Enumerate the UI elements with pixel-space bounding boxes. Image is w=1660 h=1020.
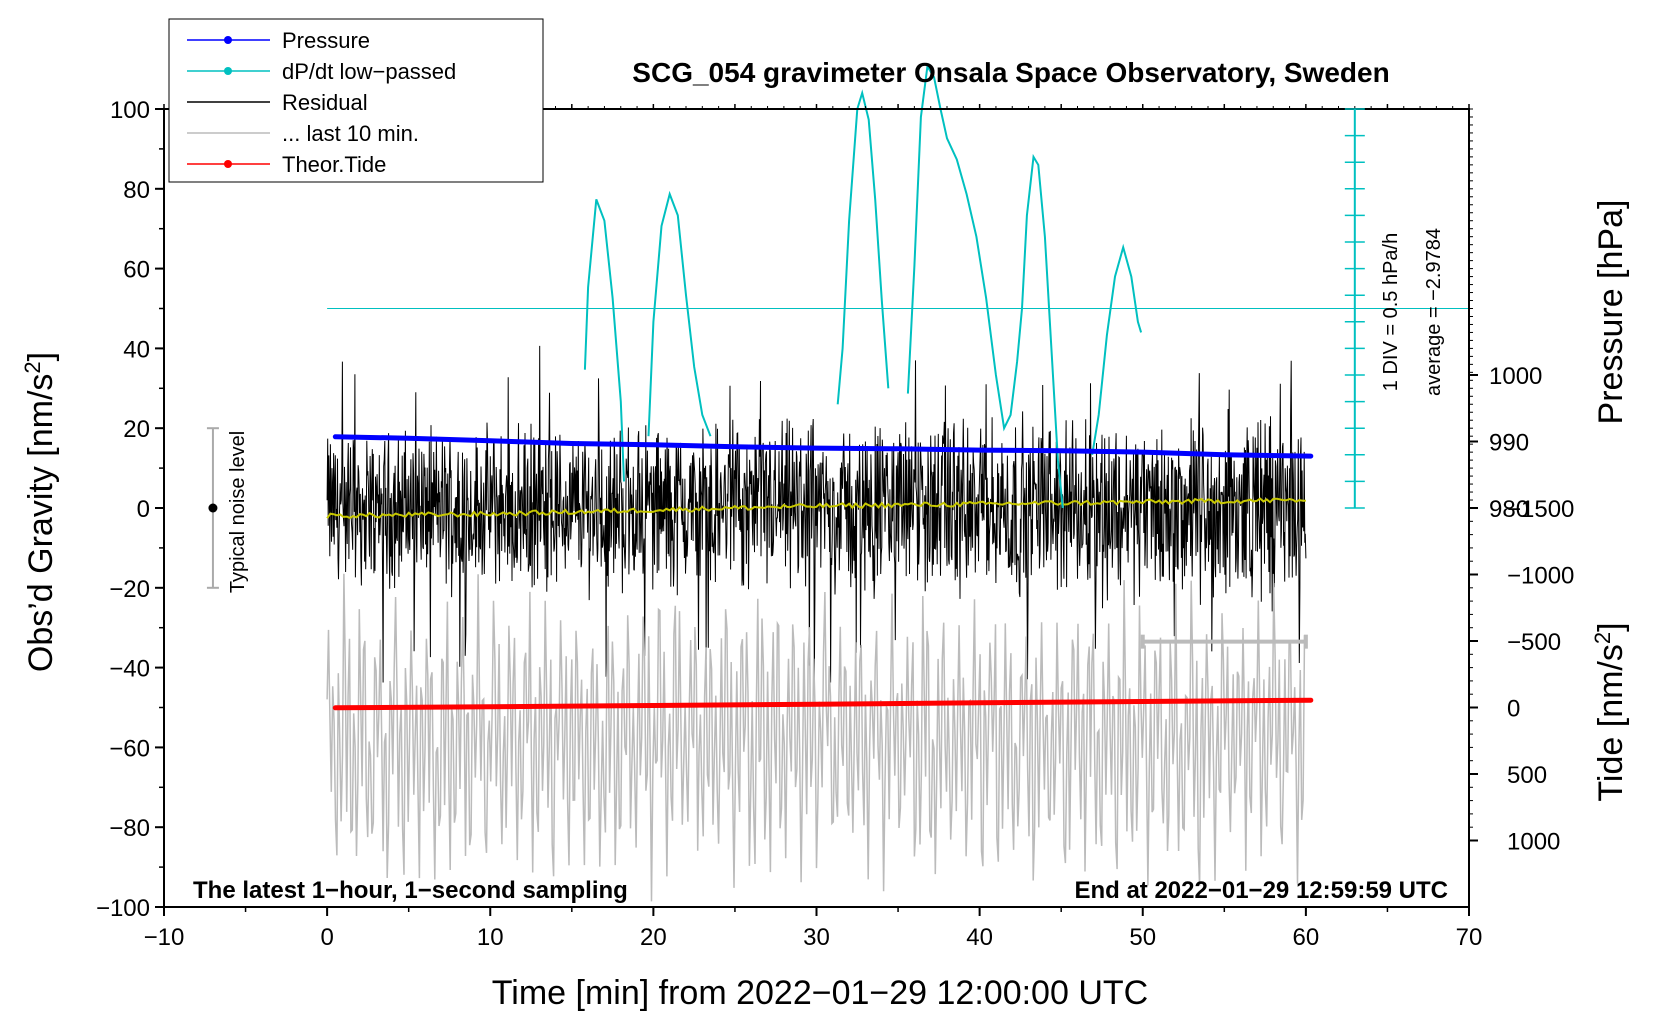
x-tick-label: 40 <box>966 924 993 951</box>
y-tick-label: −20 <box>109 576 150 603</box>
dpdt-segment-1 <box>647 190 712 437</box>
legend-label-0: Pressure <box>282 28 370 53</box>
last10-line <box>326 573 1307 902</box>
y-tick-label: −40 <box>109 656 150 683</box>
y-tick-label: 60 <box>123 257 150 284</box>
pressure-line <box>332 434 1314 459</box>
dpdt-segment-4 <box>1021 153 1064 509</box>
y-axis-label-gravity: Obs’d Gravity [nm/s2] <box>20 352 60 672</box>
dpdt-segment-0 <box>583 199 625 482</box>
y-tick-label: 40 <box>123 336 150 363</box>
y-tick-label: 80 <box>123 177 150 204</box>
x-tick-label: 10 <box>477 924 504 951</box>
tide-tick-label: 1000 <box>1507 828 1560 855</box>
x-tick-label: −10 <box>144 924 185 951</box>
legend: Pressure dP/dt low−passed Residual ... last… <box>168 18 544 183</box>
x-tick-label: 0 <box>320 924 333 951</box>
tide-line <box>332 697 1314 711</box>
y-axis-label-tide: Tide [nm/s2] <box>1590 622 1630 801</box>
noise-level-label: Typical noise level <box>227 431 249 593</box>
dpdt-segment-5 <box>1091 243 1143 455</box>
pressure-tick-label: 1000 <box>1489 363 1542 390</box>
legend-marker-0 <box>224 36 232 44</box>
legend-label-2: Residual <box>282 90 368 115</box>
legend-label-4: Theor.Tide <box>282 152 386 177</box>
y-axis-label-pressure: Pressure [hPa] <box>1592 200 1630 425</box>
legend-box <box>168 18 544 183</box>
tick-layer: −10 0 10 20 30 40 50 60 70−100−80−60−40−20020406… <box>96 97 1574 951</box>
last10-layer <box>326 573 1307 902</box>
tide-tick-label: 0 <box>1507 696 1520 723</box>
x-tick-label: 30 <box>803 924 830 951</box>
dpdt-scale-label: 1 DIV = 0.5 hPa/h <box>1380 233 1402 391</box>
x-tick-label: 20 <box>640 924 667 951</box>
legend-label-3: ... last 10 min. <box>282 121 419 146</box>
y-tick-label: 20 <box>123 416 150 443</box>
legend-label-1: dP/dt low−passed <box>282 59 456 84</box>
series-layer <box>326 63 1469 711</box>
dpdt-segment-3 <box>906 63 1023 432</box>
residual-noise-layer <box>326 345 1307 683</box>
legend-marker-1 <box>224 67 232 75</box>
x-axis-label: Time [min] from 2022−01−29 12:00:00 UTC <box>492 974 1148 1012</box>
tide-tick-label: −1500 <box>1507 496 1574 523</box>
legend-marker-4 <box>224 160 232 168</box>
y-tick-label: −80 <box>109 815 150 842</box>
chart-title: SCG_054 gravimeter Onsala Space Observat… <box>632 57 1389 88</box>
residual-smoothed-line <box>326 497 1306 520</box>
y-tick-label: 100 <box>110 97 150 124</box>
tide-tick-label: −1000 <box>1507 563 1574 590</box>
pressure-tick-label: 980 <box>1489 496 1529 523</box>
dpdt-average-label: average = −2.9784 <box>1423 228 1445 396</box>
pressure-tick-label: 990 <box>1489 430 1529 457</box>
y-tick-label: 0 <box>137 496 150 523</box>
dpdt-segment-2 <box>836 89 890 405</box>
corner-left-label: The latest 1−hour, 1−second sampling <box>193 877 628 904</box>
y-tick-label: −60 <box>109 735 150 762</box>
tide-tick-label: 500 <box>1507 762 1547 789</box>
x-tick-label: 70 <box>1456 924 1483 951</box>
corner-right-label: End at 2022−01−29 12:59:59 UTC <box>1074 877 1448 904</box>
y-tick-label: −100 <box>96 895 150 922</box>
noise-bar-center <box>208 503 218 513</box>
x-tick-label: 60 <box>1293 924 1320 951</box>
x-tick-label: 50 <box>1129 924 1156 951</box>
tide-tick-label: −500 <box>1507 629 1561 656</box>
residual-line <box>326 345 1307 683</box>
